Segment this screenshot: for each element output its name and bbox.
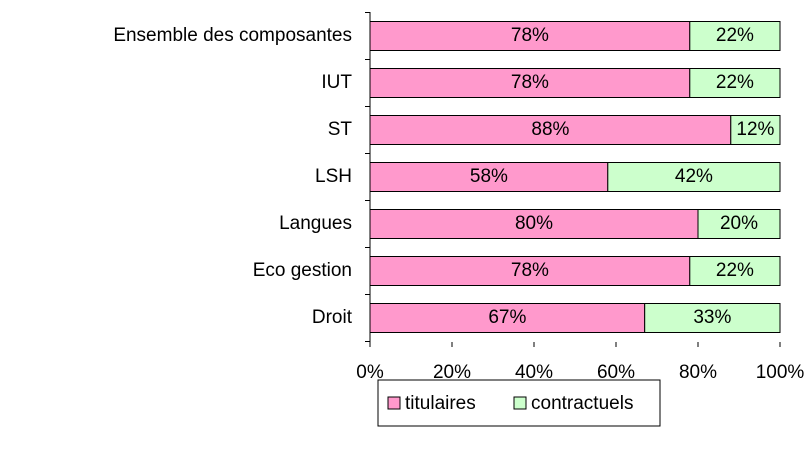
bar-segment: [369, 256, 691, 286]
bar-segment: [369, 68, 691, 98]
x-tick-label: 40%: [515, 362, 553, 383]
data-label: 20%: [720, 213, 758, 234]
x-tick-label: 60%: [597, 362, 635, 383]
data-label: 58%: [470, 166, 508, 187]
bar-segment: [644, 303, 781, 333]
data-label: 22%: [716, 25, 754, 46]
bar-segment: [689, 21, 781, 51]
x-tick-label: 100%: [756, 362, 805, 383]
y-tick-label: Droit: [312, 307, 353, 328]
x-tick-label: 80%: [679, 362, 717, 383]
data-label: 78%: [511, 72, 549, 93]
data-label: 88%: [531, 119, 569, 140]
bar-segment: [689, 256, 781, 286]
legend-swatch: [387, 396, 401, 410]
x-tick-label: 0%: [356, 362, 384, 383]
y-tick-label: LSH: [315, 166, 352, 187]
y-tick-label: ST: [328, 119, 353, 140]
legend-label: contractuels: [531, 393, 633, 414]
y-tick-label: Eco gestion: [253, 260, 352, 281]
data-label: 22%: [716, 260, 754, 281]
data-label: 78%: [511, 25, 549, 46]
bar-segment: [369, 303, 646, 333]
data-label: 78%: [511, 260, 549, 281]
bar-segment: [369, 115, 732, 145]
y-tick-label: IUT: [321, 72, 352, 93]
data-label: 22%: [716, 72, 754, 93]
data-label: 42%: [675, 166, 713, 187]
legend-swatch: [513, 396, 527, 410]
bar-segment: [730, 115, 781, 145]
bar-segment: [369, 162, 609, 192]
y-tick-label: Langues: [279, 213, 352, 234]
data-label: 80%: [515, 213, 553, 234]
x-tick-label: 20%: [433, 362, 471, 383]
data-label: 33%: [693, 307, 731, 328]
bar-segment: [607, 162, 781, 192]
y-tick-label: Ensemble des composantes: [113, 25, 352, 46]
data-label: 67%: [488, 307, 526, 328]
data-label: 12%: [736, 119, 774, 140]
bar-segment: [689, 68, 781, 98]
legend-label: titulaires: [405, 393, 476, 414]
bar-segment: [697, 209, 781, 239]
